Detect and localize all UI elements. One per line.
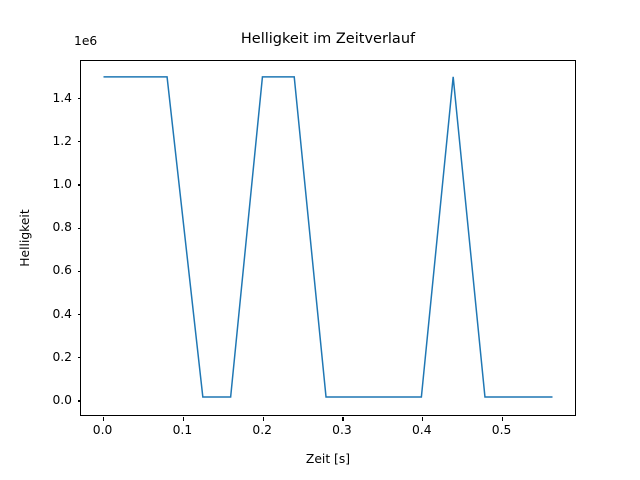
- x-tick-mark: [342, 417, 344, 421]
- y-tick-mark: [77, 227, 81, 229]
- y-tick-mark: [77, 357, 81, 359]
- y-axis-offset-label: 1e6: [74, 34, 98, 48]
- y-tick-label: 0.4: [52, 306, 72, 321]
- x-tick-mark: [103, 417, 105, 421]
- y-tick-mark: [77, 270, 81, 272]
- y-tick-label: 0.2: [52, 349, 72, 364]
- x-tick-label: 0.2: [252, 423, 272, 437]
- chart-title: Helligkeit im Zeitverlauf: [240, 31, 416, 47]
- x-tick-label: 0.5: [491, 423, 512, 437]
- data-line-svg: [103, 76, 553, 398]
- y-tick-label: 0.8: [52, 220, 72, 235]
- y-tick-mark: [77, 184, 81, 186]
- x-tick-mark: [422, 417, 424, 421]
- x-tick-mark: [262, 417, 264, 421]
- y-tick-label: 0.6: [52, 263, 72, 278]
- y-tick-label: 0.0: [52, 393, 72, 408]
- y-axis-label-holder: Helligkeit: [0, 60, 32, 416]
- x-axis-label: Zeit [s]: [305, 452, 351, 466]
- y-axis-label: Helligkeit: [18, 209, 32, 267]
- brightness-line-series: [103, 76, 553, 398]
- x-tick-mark: [182, 417, 184, 421]
- y-tick-mark: [77, 314, 81, 316]
- plot-area: [77, 60, 576, 421]
- x-tick-label: 0.4: [411, 423, 432, 437]
- y-tick-mark: [77, 98, 81, 100]
- x-tick-label: 0.3: [332, 423, 352, 437]
- x-tick-label: 0.1: [172, 423, 193, 437]
- y-tick-mark: [77, 141, 81, 143]
- x-tick-mark: [502, 417, 504, 421]
- y-tick-mark: [77, 400, 81, 402]
- y-tick-label: 1.2: [52, 133, 72, 148]
- y-tick-label: 1.0: [52, 176, 72, 191]
- y-tick-label: 1.4: [52, 90, 72, 105]
- x-tick-label: 0.0: [92, 423, 113, 437]
